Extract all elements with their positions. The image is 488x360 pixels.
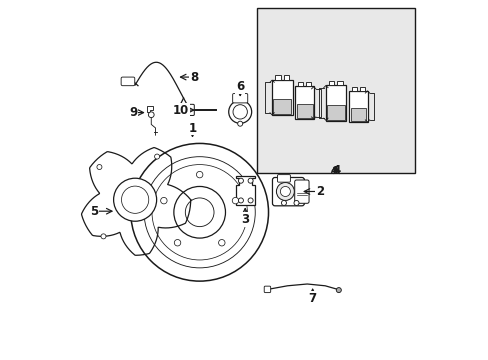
FancyBboxPatch shape (294, 180, 308, 203)
FancyBboxPatch shape (272, 177, 304, 206)
Circle shape (174, 186, 225, 238)
Circle shape (336, 288, 341, 293)
Text: 6: 6 (236, 80, 244, 93)
Circle shape (101, 234, 106, 239)
Bar (305, 82, 311, 86)
Circle shape (113, 178, 156, 221)
Circle shape (152, 165, 247, 260)
Bar (337, 81, 343, 85)
Circle shape (233, 105, 247, 119)
Circle shape (144, 157, 255, 268)
Text: 4: 4 (332, 164, 340, 177)
Text: 1: 1 (188, 122, 196, 135)
Circle shape (281, 201, 286, 206)
FancyBboxPatch shape (232, 94, 247, 103)
Polygon shape (81, 148, 190, 255)
Circle shape (232, 197, 238, 204)
Circle shape (97, 165, 102, 170)
Circle shape (174, 239, 181, 246)
Circle shape (238, 198, 243, 203)
Circle shape (293, 201, 298, 206)
Text: 10: 10 (172, 104, 188, 117)
Circle shape (196, 171, 203, 178)
Bar (328, 81, 334, 85)
Bar (295, 86, 313, 120)
Bar (351, 87, 357, 91)
Bar (359, 87, 365, 91)
Circle shape (247, 198, 253, 203)
Circle shape (218, 239, 224, 246)
Bar (257, 8, 414, 173)
Text: 2: 2 (315, 185, 323, 198)
Circle shape (247, 178, 253, 183)
Text: 9: 9 (129, 106, 137, 119)
Circle shape (148, 112, 154, 118)
Circle shape (185, 198, 214, 226)
Bar (325, 85, 346, 121)
Bar (273, 99, 290, 114)
FancyBboxPatch shape (264, 286, 270, 293)
Bar (271, 80, 292, 116)
Text: 3: 3 (241, 213, 249, 226)
Circle shape (237, 121, 242, 126)
Circle shape (154, 154, 159, 159)
FancyBboxPatch shape (277, 175, 290, 182)
Bar (298, 82, 303, 86)
FancyBboxPatch shape (121, 77, 135, 86)
Circle shape (280, 186, 290, 197)
Circle shape (238, 178, 243, 183)
Bar (274, 75, 280, 80)
Bar (348, 91, 367, 122)
Text: 7: 7 (308, 292, 316, 305)
Circle shape (160, 197, 167, 204)
Circle shape (276, 183, 294, 201)
Polygon shape (235, 176, 255, 205)
Circle shape (131, 143, 268, 281)
Text: 4: 4 (329, 166, 337, 176)
Bar (296, 104, 312, 118)
Text: 5: 5 (90, 205, 98, 218)
Bar (283, 75, 289, 80)
Circle shape (228, 100, 251, 123)
Polygon shape (147, 107, 153, 112)
Circle shape (121, 186, 148, 213)
Text: 8: 8 (190, 71, 198, 84)
Bar (350, 108, 366, 121)
Bar (326, 105, 344, 120)
FancyBboxPatch shape (183, 104, 194, 116)
